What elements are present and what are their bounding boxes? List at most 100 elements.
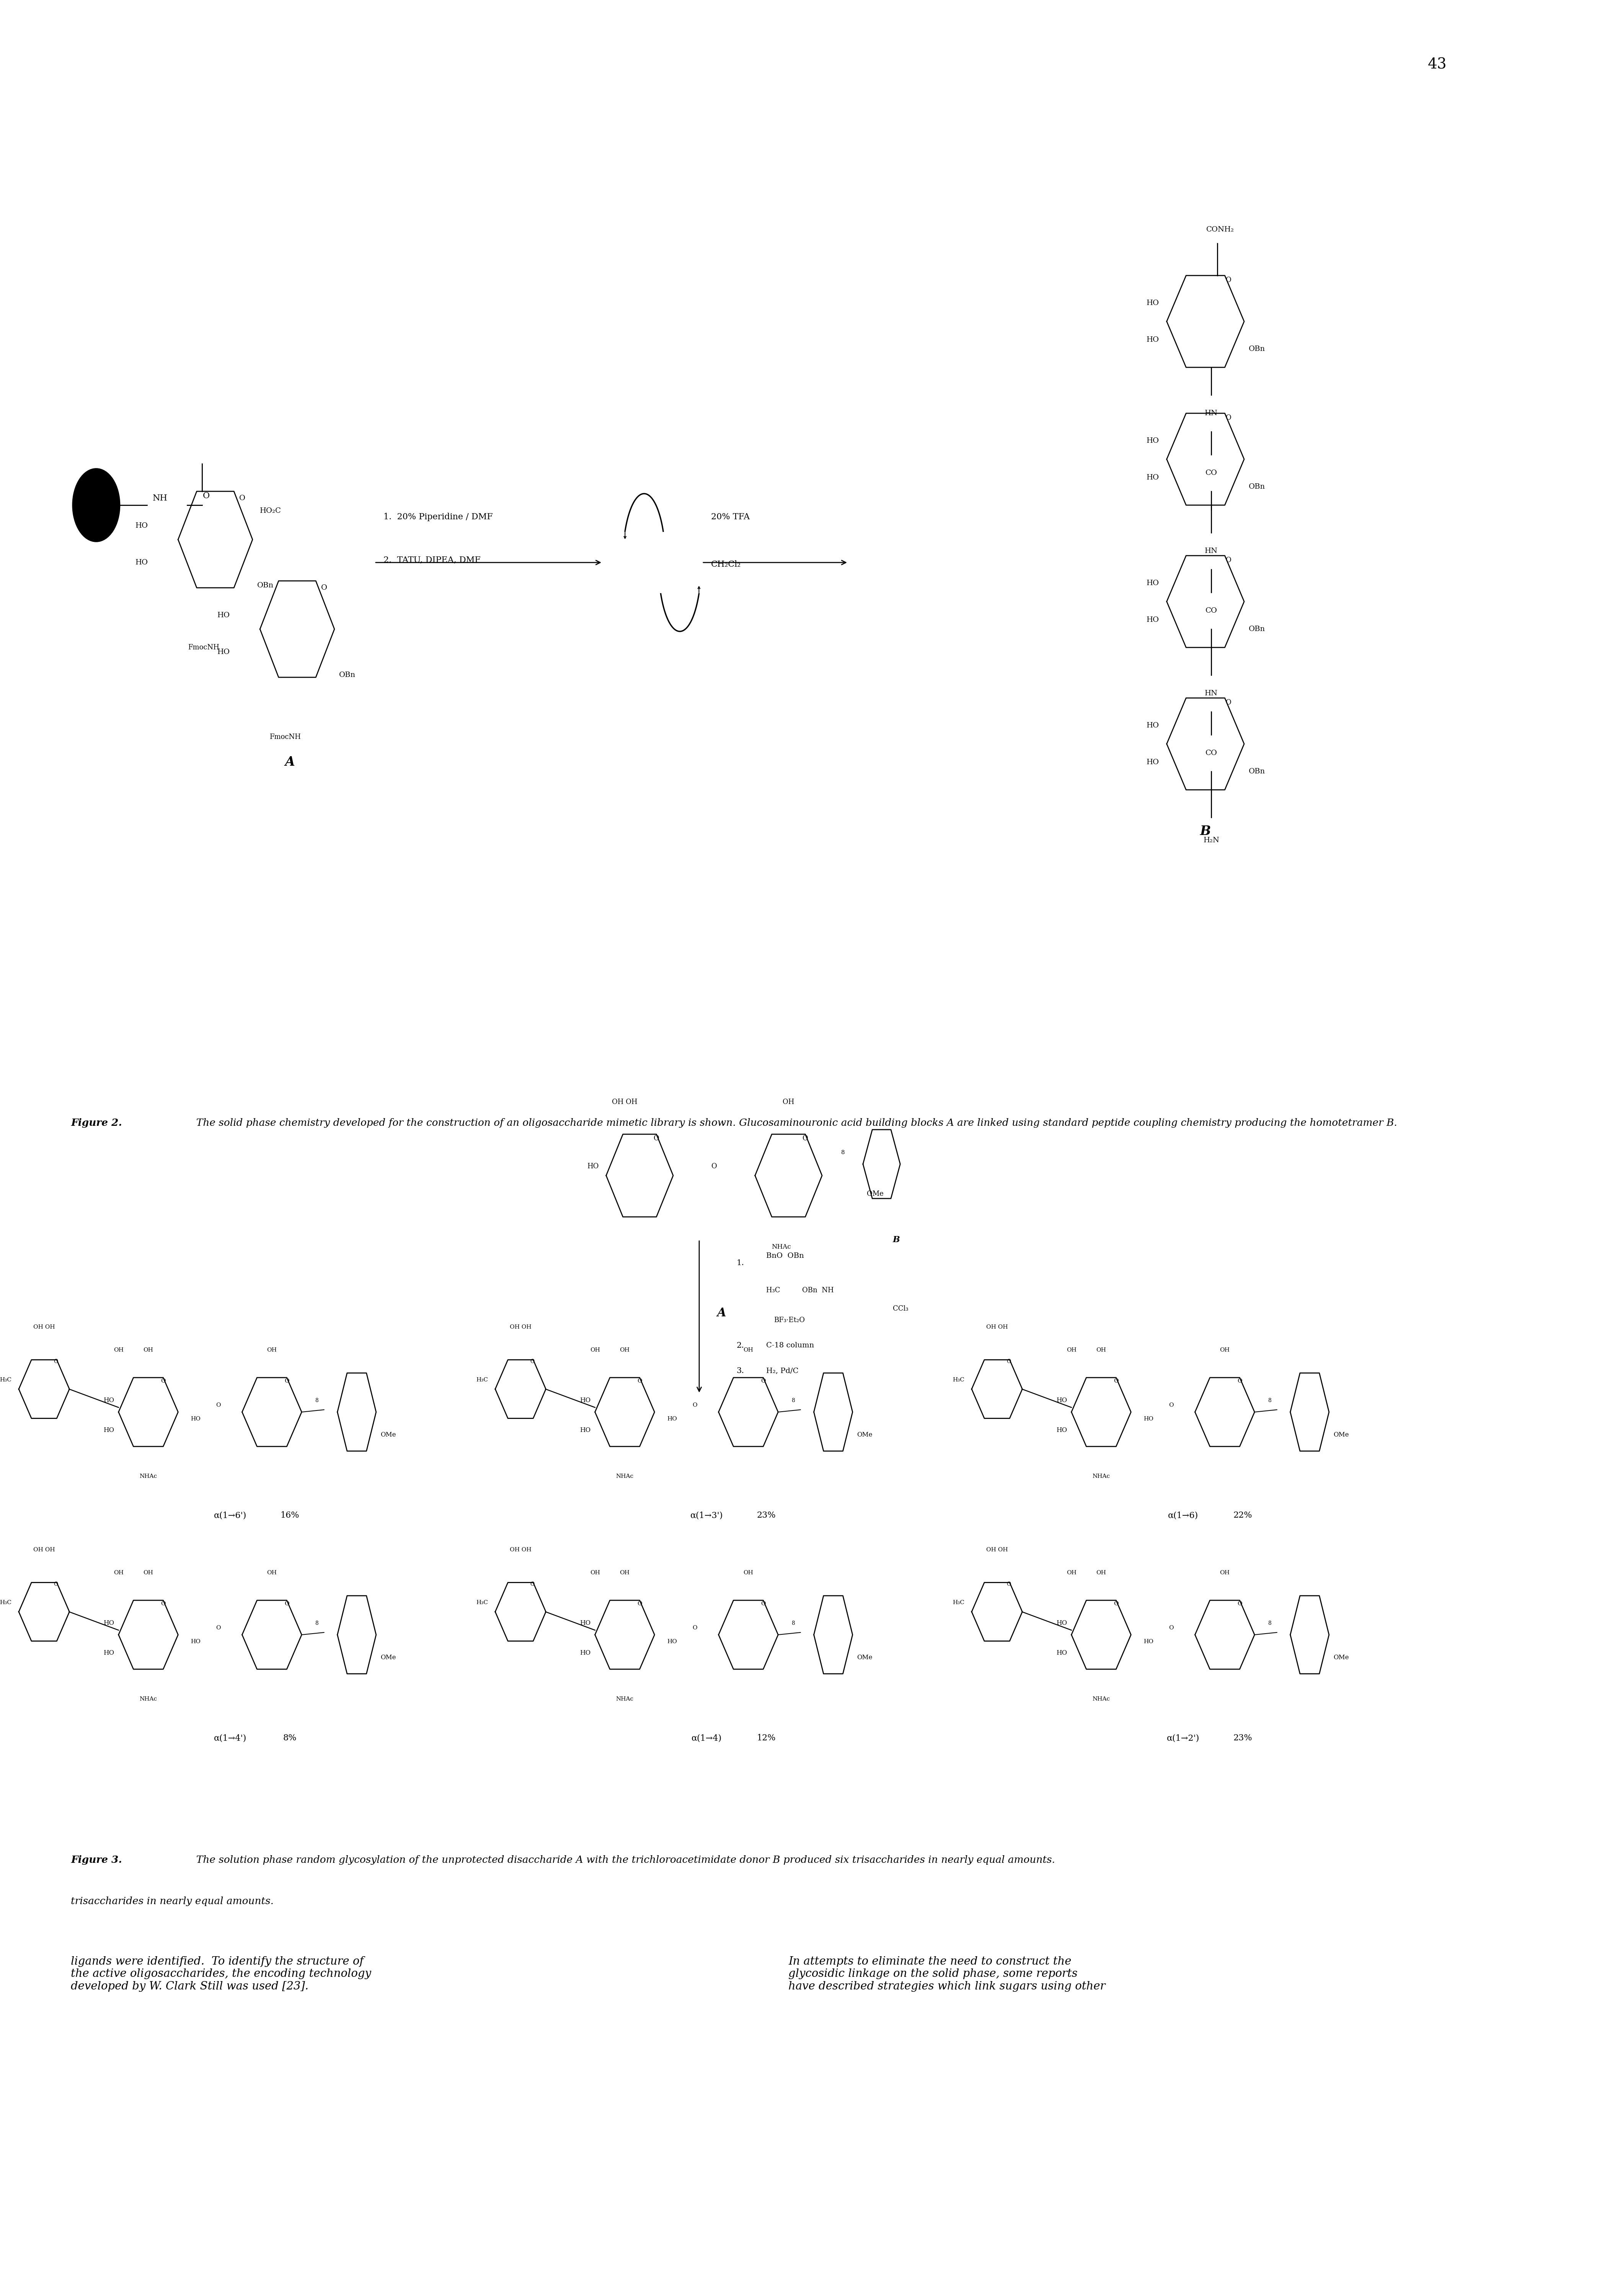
Text: O: O	[1225, 698, 1232, 707]
Text: OH OH: OH OH	[34, 1548, 55, 1552]
Text: ligands were identified.  To identify the structure of
the active oligosaccharid: ligands were identified. To identify the…	[71, 1956, 372, 1991]
Text: HO: HO	[1143, 1639, 1153, 1644]
Text: HO: HO	[1056, 1398, 1067, 1403]
Text: HO: HO	[1146, 618, 1159, 625]
Text: OMe: OMe	[380, 1433, 396, 1437]
Text: H₂N: H₂N	[1203, 838, 1219, 845]
Text: BF₃·Et₂O: BF₃·Et₂O	[774, 1318, 805, 1322]
Text: O: O	[530, 1359, 535, 1364]
Text: HO: HO	[190, 1417, 200, 1421]
Text: O: O	[1114, 1600, 1119, 1607]
Text: HO: HO	[580, 1651, 591, 1655]
Text: HO: HO	[103, 1651, 114, 1655]
Text: α(1→4'): α(1→4')	[214, 1733, 246, 1743]
Text: O: O	[530, 1582, 535, 1587]
Text: O: O	[1236, 1600, 1241, 1607]
Text: H₃C          OBn  NH: H₃C OBn NH	[766, 1286, 834, 1295]
Text: O: O	[638, 1600, 642, 1607]
Text: OH: OH	[589, 1570, 601, 1575]
Text: OH: OH	[143, 1570, 153, 1575]
Text: Figure 2.: Figure 2.	[71, 1118, 122, 1127]
Text: HO: HO	[217, 613, 230, 620]
Text: B: B	[1199, 824, 1211, 838]
Text: HO: HO	[103, 1621, 114, 1626]
Text: NHAc: NHAc	[617, 1474, 634, 1479]
Text: B: B	[894, 1235, 900, 1244]
Text: HO: HO	[103, 1428, 114, 1433]
Text: 43: 43	[1428, 57, 1447, 71]
Text: 16%: 16%	[280, 1511, 299, 1520]
Text: 8%: 8%	[283, 1733, 296, 1743]
Text: O: O	[203, 491, 209, 501]
Text: OH: OH	[744, 1570, 753, 1575]
Text: H₃C: H₃C	[0, 1378, 11, 1382]
Text: OH: OH	[620, 1570, 630, 1575]
Text: OH OH: OH OH	[510, 1548, 531, 1552]
Text: FmocNH: FmocNH	[269, 735, 301, 742]
Text: HO: HO	[217, 647, 230, 657]
Text: O: O	[712, 1162, 716, 1171]
Text: 8: 8	[792, 1398, 795, 1403]
Text: OH: OH	[1096, 1348, 1106, 1352]
Text: H₃C: H₃C	[953, 1378, 964, 1382]
Text: 22%: 22%	[1233, 1511, 1253, 1520]
Text: OBn: OBn	[1249, 484, 1265, 491]
Text: OH: OH	[267, 1570, 277, 1575]
Text: 1.: 1.	[736, 1258, 744, 1267]
Text: HO: HO	[580, 1398, 591, 1403]
Text: O: O	[216, 1403, 221, 1407]
Text: CO: CO	[1206, 471, 1217, 478]
Text: HO: HO	[1056, 1428, 1067, 1433]
Text: OMe: OMe	[1333, 1433, 1349, 1437]
Text: OMe: OMe	[866, 1189, 884, 1199]
Text: OH: OH	[744, 1348, 753, 1352]
Text: HO: HO	[1146, 758, 1159, 765]
Text: 8: 8	[840, 1150, 845, 1155]
Text: OH: OH	[620, 1348, 630, 1352]
Text: HO: HO	[135, 560, 148, 567]
Text: OH: OH	[114, 1348, 124, 1352]
Text: O: O	[53, 1582, 58, 1587]
Text: 23%: 23%	[1233, 1733, 1253, 1743]
Text: 2.  TATU, DIPEA, DMF: 2. TATU, DIPEA, DMF	[383, 556, 481, 565]
Text: Figure 3.: Figure 3.	[71, 1855, 122, 1864]
Text: NHAc: NHAc	[1093, 1697, 1109, 1701]
Text: HO: HO	[1146, 436, 1159, 445]
Text: HN: HN	[1204, 549, 1217, 556]
Text: HO: HO	[588, 1162, 599, 1171]
Text: OH: OH	[589, 1348, 601, 1352]
Text: HO: HO	[1056, 1621, 1067, 1626]
Text: FmocNH: FmocNH	[188, 643, 219, 652]
Text: 8: 8	[1267, 1621, 1272, 1626]
Text: O: O	[802, 1134, 808, 1141]
Text: HO: HO	[1143, 1417, 1153, 1421]
Text: CH₂Cl₂: CH₂Cl₂	[712, 560, 741, 569]
Text: HO: HO	[667, 1639, 676, 1644]
Text: OBn: OBn	[1249, 627, 1265, 634]
Text: O: O	[1225, 278, 1232, 285]
Text: BnO  OBn: BnO OBn	[766, 1254, 803, 1261]
Text: α(1→6): α(1→6)	[1167, 1511, 1198, 1520]
Text: CO: CO	[1206, 608, 1217, 615]
Text: HO: HO	[103, 1398, 114, 1403]
Text: HO: HO	[1146, 721, 1159, 730]
Text: O: O	[692, 1403, 697, 1407]
Text: The solution phase random glycosylation of the unprotected disaccharide A with t: The solution phase random glycosylation …	[190, 1855, 1055, 1864]
Text: HO: HO	[1146, 338, 1159, 344]
Text: OH: OH	[1220, 1348, 1230, 1352]
Text: O: O	[238, 496, 245, 503]
Text: NHAc: NHAc	[140, 1474, 158, 1479]
Text: OH: OH	[114, 1570, 124, 1575]
Text: HO: HO	[580, 1428, 591, 1433]
Text: HN: HN	[1204, 689, 1217, 698]
Text: C-18 column: C-18 column	[766, 1341, 815, 1350]
Text: 3.: 3.	[736, 1366, 744, 1375]
Text: O: O	[1169, 1626, 1174, 1630]
Text: NHAc: NHAc	[617, 1697, 634, 1701]
Text: The solid phase chemistry developed for the construction of an oligosaccharide m: The solid phase chemistry developed for …	[190, 1118, 1397, 1127]
Text: OBn: OBn	[258, 583, 274, 590]
Text: HO: HO	[1056, 1651, 1067, 1655]
Text: 8: 8	[316, 1621, 319, 1626]
Text: O: O	[216, 1626, 221, 1630]
Text: HO: HO	[1146, 301, 1159, 308]
